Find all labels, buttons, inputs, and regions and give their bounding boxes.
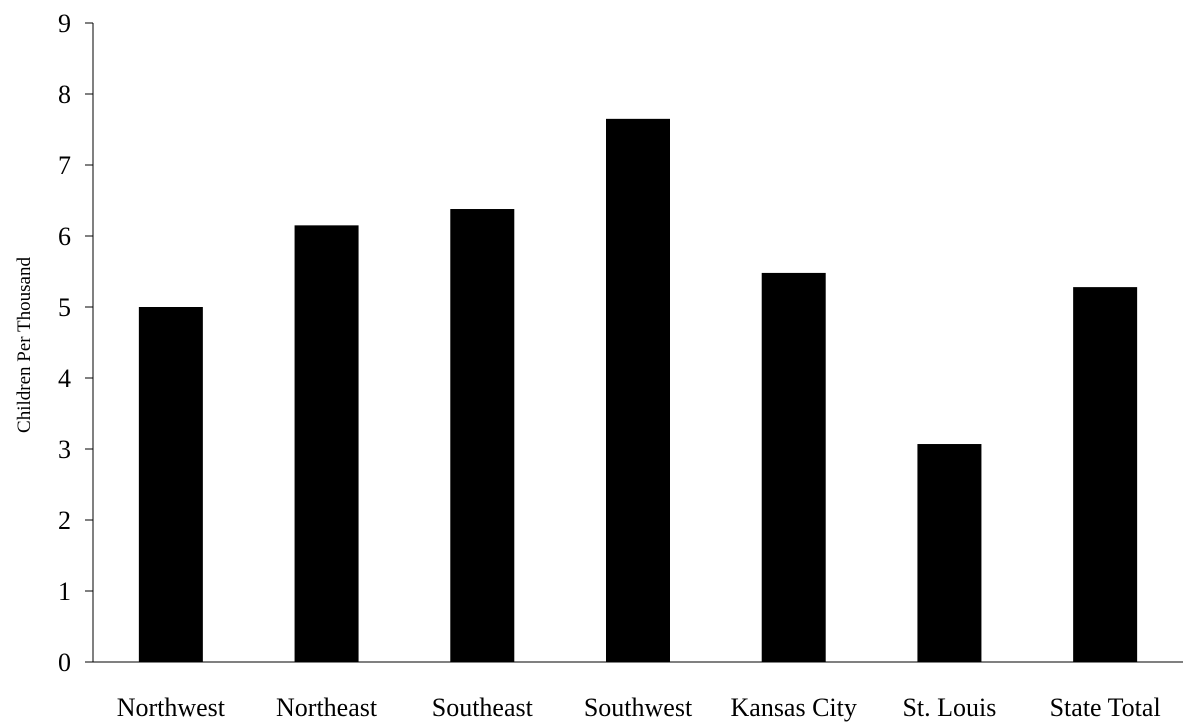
- x-category-label: Southeast: [432, 693, 534, 722]
- y-tick-label: 5: [58, 293, 71, 322]
- y-tick-label: 6: [58, 222, 71, 251]
- y-tick-label: 9: [58, 9, 71, 38]
- bar-kansas-city: [761, 272, 826, 662]
- bar-northeast: [294, 225, 359, 662]
- bar-southeast: [450, 209, 515, 662]
- x-category-label: Northwest: [117, 693, 226, 722]
- bar-state-total: [1073, 287, 1138, 662]
- x-category-label: State Total: [1050, 693, 1161, 722]
- y-axis-title: Children Per Thousand: [14, 257, 35, 433]
- ticks-group: 0 1 2 3 4 5 6 7 8 9: [58, 9, 93, 677]
- y-tick-label: 7: [58, 151, 71, 180]
- bars-group: [138, 118, 1138, 663]
- bar-southwest: [606, 118, 670, 663]
- bar-northwest: [138, 307, 203, 662]
- x-category-label: Southwest: [584, 693, 693, 722]
- y-axis-title-group: Children Per Thousand: [14, 257, 35, 433]
- y-tick-label: 0: [58, 648, 71, 677]
- axes-group: [92, 23, 1183, 663]
- y-tick-label: 1: [58, 577, 71, 606]
- y-tick-label: 2: [58, 506, 71, 535]
- y-tick-label: 8: [58, 80, 71, 109]
- y-tick-label: 3: [58, 435, 71, 464]
- category-labels-group: Northwest Northeast Southeast Southwest Kans…: [117, 693, 1161, 722]
- x-category-label: Northeast: [276, 693, 378, 722]
- bar-st-louis: [917, 444, 982, 662]
- x-category-label: Kansas City: [731, 693, 857, 722]
- y-tick-label: 4: [58, 364, 71, 393]
- x-category-label: St. Louis: [902, 693, 996, 722]
